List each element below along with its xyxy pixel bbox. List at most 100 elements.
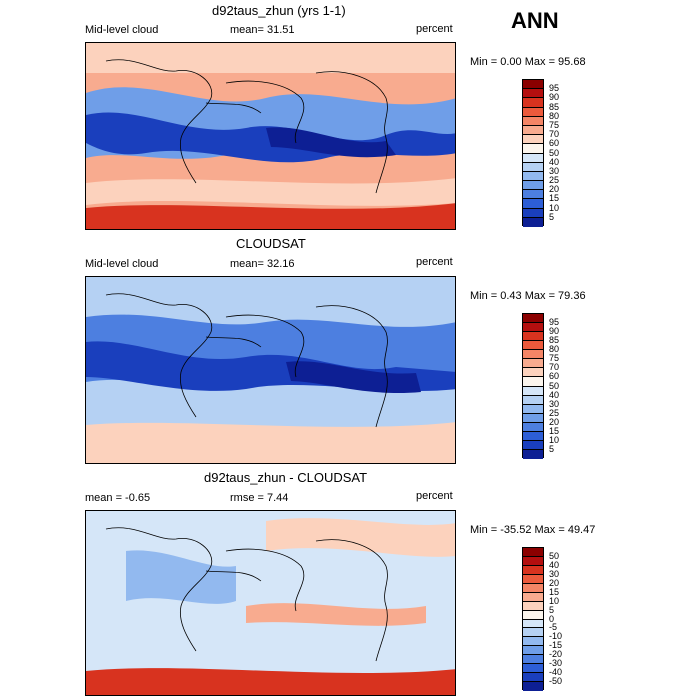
panel3-units-label: percent — [416, 490, 453, 502]
colorbar-tick-label: -30 — [549, 658, 563, 669]
colorbar-swatch — [523, 359, 543, 369]
colorbar-tick-label: 50 — [549, 550, 560, 561]
colorbar-swatch — [523, 190, 543, 200]
panel3-rmse-label: rmse = 7.44 — [230, 492, 289, 504]
colorbar-swatch — [523, 556, 543, 566]
colorbar-swatch — [523, 682, 543, 691]
panel1-units-label: percent — [416, 23, 453, 35]
panel1-field-antarctic — [86, 203, 455, 229]
colorbar-swatch — [523, 171, 543, 182]
panel3-coastlines — [105, 527, 388, 662]
colorbar-tick-label: 80 — [549, 110, 560, 121]
colorbar-swatch — [523, 89, 543, 99]
colorbar-tick-label: 50 — [549, 147, 560, 158]
colorbar-swatch — [523, 125, 543, 136]
panel3-mean-label: mean = -0.65 — [85, 492, 151, 504]
colorbar-tick-label: 50 — [549, 380, 560, 391]
panel1-minmax: Min = 0.00 Max = 95.68 — [470, 56, 586, 68]
colorbar-swatch — [523, 332, 543, 342]
colorbar-swatch — [523, 413, 543, 423]
colorbar-swatch — [523, 116, 543, 126]
colorbar-tick-label: 60 — [549, 138, 560, 149]
colorbar-swatch — [523, 368, 543, 378]
colorbar-swatch — [523, 601, 543, 611]
colorbar-tick-label: -50 — [549, 676, 563, 687]
panel2-title: CLOUDSAT — [236, 236, 306, 251]
colorbar-tick-label: 5 — [549, 604, 555, 615]
colorbar-tick-label: 5 — [549, 211, 555, 222]
colorbar-tick-label: 75 — [549, 353, 560, 364]
colorbar-swatch — [523, 199, 543, 209]
colorbar-swatch — [523, 162, 543, 172]
colorbar-tick-label: 75 — [549, 119, 560, 130]
colorbar-tick-label: 40 — [549, 559, 560, 570]
colorbar-swatch — [523, 350, 543, 360]
colorbar-tick-label: -10 — [549, 631, 563, 642]
panel2-coastlines — [105, 293, 388, 428]
colorbar-swatch — [523, 404, 543, 414]
panel1-colorbar — [522, 79, 544, 227]
colorbar-tick-label: -5 — [549, 622, 558, 633]
panel3-colorbar — [522, 547, 544, 691]
colorbar-swatch — [523, 628, 543, 638]
panel1-field-north — [86, 43, 455, 73]
colorbar-tick-label: 15 — [549, 193, 560, 204]
colorbar-tick-label: 30 — [549, 398, 560, 409]
panel3-title: d92taus_zhun - CLOUDSAT — [204, 470, 368, 485]
panel1-variable-label: Mid-level cloud — [85, 24, 159, 36]
colorbar-swatch — [523, 135, 543, 145]
colorbar-tick-label: 10 — [549, 434, 560, 445]
colorbar-tick-label: 85 — [549, 335, 560, 346]
colorbar-tick-label: -20 — [549, 649, 563, 660]
colorbar-swatch — [523, 377, 543, 387]
panel3-map — [85, 510, 456, 696]
colorbar-swatch — [523, 610, 543, 620]
colorbar-tick-label: 25 — [549, 407, 560, 418]
colorbar-tick-label: 90 — [549, 92, 560, 103]
colorbar-tick-label: 20 — [549, 577, 560, 588]
season-label: ANN — [511, 8, 559, 33]
panel1-title: d92taus_zhun (yrs 1-1) — [212, 3, 346, 18]
colorbar-tick-label: 85 — [549, 101, 560, 112]
colorbar-swatch — [523, 217, 543, 227]
colorbar-swatch — [523, 565, 543, 575]
colorbar-tick-label: 40 — [549, 389, 560, 400]
colorbar-swatch — [523, 655, 543, 665]
colorbar-tick-label: 40 — [549, 156, 560, 167]
colorbar-tick-label: 95 — [549, 317, 560, 328]
colorbar-swatch — [523, 395, 543, 405]
panel2-map — [85, 276, 456, 464]
panel1-map — [85, 42, 456, 230]
colorbar-swatch — [523, 314, 543, 324]
colorbar-tick-label: 70 — [549, 129, 560, 140]
panel2-minmax: Min = 0.43 Max = 79.36 — [470, 290, 586, 302]
colorbar-swatch — [523, 153, 543, 163]
colorbar-swatch — [523, 646, 543, 656]
panel2-colorbar — [522, 313, 544, 459]
colorbar-tick-label: 70 — [549, 362, 560, 373]
colorbar-swatch — [523, 208, 543, 218]
colorbar-tick-label: 80 — [549, 344, 560, 355]
colorbar-swatch — [523, 592, 543, 602]
colorbar-tick-label: 5 — [549, 443, 555, 454]
colorbar-tick-label: 10 — [549, 202, 560, 213]
colorbar-tick-label: 30 — [549, 568, 560, 579]
colorbar-tick-label: -40 — [549, 667, 563, 678]
panel3-field-blue1 — [126, 550, 236, 604]
panel3-field-warm1 — [246, 603, 426, 626]
colorbar-swatch — [523, 449, 543, 459]
colorbar-tick-label: 95 — [549, 83, 560, 94]
colorbar-swatch — [523, 673, 543, 683]
panel2-variable-label: Mid-level cloud — [85, 258, 159, 270]
colorbar-swatch — [523, 323, 543, 333]
colorbar-tick-label: -15 — [549, 640, 563, 651]
colorbar-swatch — [523, 664, 543, 674]
colorbar-swatch — [523, 422, 543, 432]
colorbar-tick-label: 10 — [549, 595, 560, 606]
colorbar-swatch — [523, 80, 543, 90]
colorbar-swatch — [523, 181, 543, 191]
colorbar-swatch — [523, 98, 543, 108]
colorbar-swatch — [523, 637, 543, 647]
colorbar-tick-label: 30 — [549, 165, 560, 176]
colorbar-swatch — [523, 583, 543, 593]
